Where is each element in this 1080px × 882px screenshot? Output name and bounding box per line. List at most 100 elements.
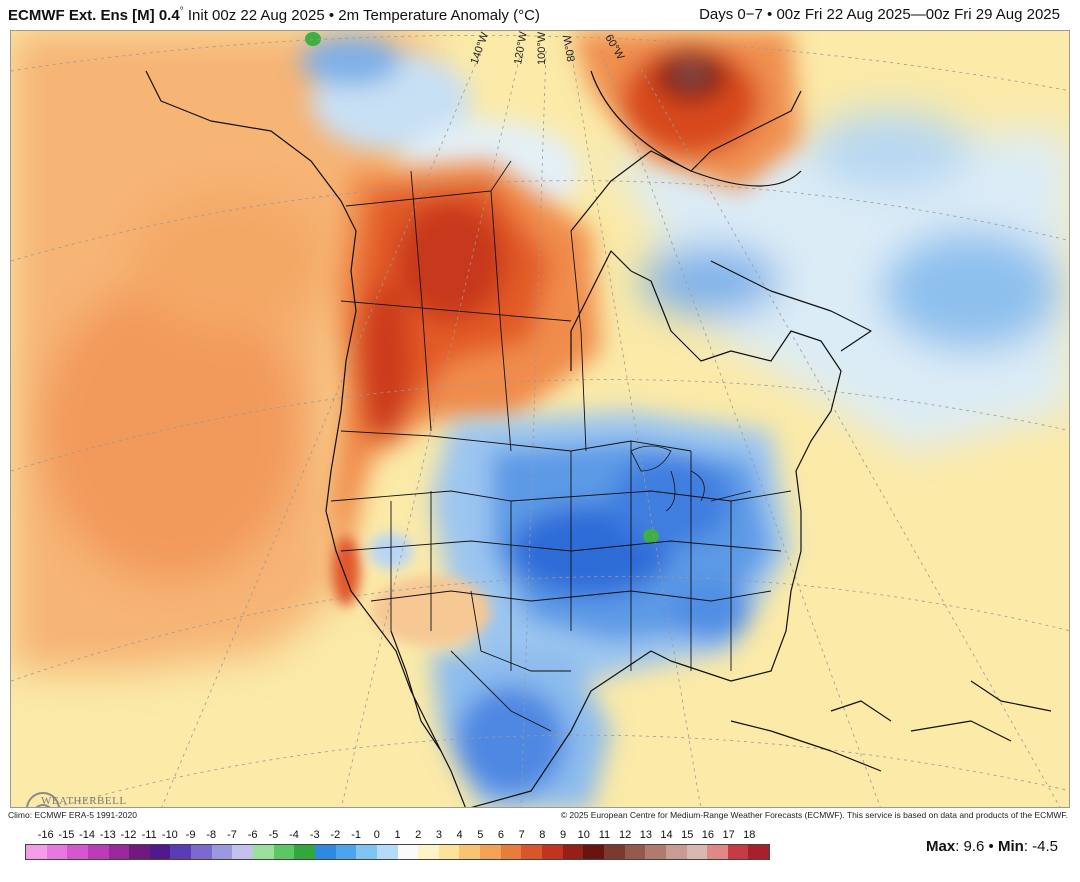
mexico-cool-anomaly bbox=[431, 651, 611, 807]
map-header: ECMWF Ext. Ens [M] 0.4° Init 00z 22 Aug … bbox=[0, 0, 1080, 30]
lon-label-80w: 80°W bbox=[561, 33, 578, 62]
scale-label: -6 bbox=[247, 829, 258, 841]
scale-label: 6 bbox=[497, 829, 505, 841]
scale-label: -10 bbox=[161, 829, 178, 841]
scale-swatch bbox=[748, 845, 770, 859]
scale-swatch bbox=[562, 845, 584, 859]
init-time: Init 00z 22 Aug 2025 bbox=[187, 7, 325, 24]
forecast-days: Days 0−7 bbox=[699, 6, 763, 23]
scale-swatch bbox=[583, 845, 604, 859]
scale-label: -8 bbox=[206, 829, 217, 841]
graticule bbox=[11, 35, 1069, 807]
scale-label: -15 bbox=[58, 829, 75, 841]
scale-label: -9 bbox=[185, 829, 196, 841]
atlantic-cool-field bbox=[611, 111, 1069, 451]
scale-swatch bbox=[707, 845, 728, 859]
model-name: ECMWF Ext. Ens [M] bbox=[8, 7, 155, 24]
scale-swatch bbox=[232, 845, 254, 859]
scale-label: 7 bbox=[518, 829, 525, 841]
scale-swatch bbox=[273, 845, 295, 859]
scale-label: 8 bbox=[539, 829, 546, 841]
greenland-warm-anomaly bbox=[571, 31, 801, 191]
weatherbell-logo-mark bbox=[26, 792, 60, 807]
scale-label: 16 bbox=[701, 829, 715, 841]
lon-label-120w: 120°W bbox=[512, 31, 530, 66]
scale-label: 3 bbox=[435, 829, 442, 841]
scale-swatch bbox=[356, 845, 377, 859]
scale-label: -1 bbox=[351, 829, 361, 841]
scale-swatch bbox=[376, 845, 398, 859]
scale-swatch bbox=[459, 845, 481, 859]
anomaly-map: 140°W 120°W 100°W 80°W 60°W WEATHERBELL bbox=[10, 30, 1070, 808]
min-value: : -4.5 bbox=[1023, 838, 1058, 855]
color-scale: -16 -15 -14 -13 -12 -11 -10 -9 -8 -7 -6 -5 -4 -3 -2 -1 0… bbox=[22, 829, 772, 863]
scale-swatch bbox=[438, 845, 460, 859]
model-resolution: 0.4 bbox=[158, 7, 180, 24]
lon-label-100w: 100°W bbox=[536, 31, 548, 65]
weatherbell-logo-text: WEATHERBELL bbox=[41, 795, 127, 807]
alaska-cold-spot bbox=[305, 32, 321, 46]
scale-label: 18 bbox=[743, 829, 756, 841]
scale-label: 0 bbox=[373, 829, 380, 841]
great-lakes bbox=[630, 445, 752, 512]
scale-swatch bbox=[624, 845, 646, 859]
max-label: Max bbox=[926, 838, 956, 855]
scale-label: 10 bbox=[577, 829, 590, 841]
scale-swatch bbox=[418, 845, 439, 859]
scale-label: 9 bbox=[559, 829, 567, 841]
scale-label: 4 bbox=[456, 829, 463, 841]
scale-swatch bbox=[727, 845, 749, 859]
scale-label: -16 bbox=[37, 829, 54, 841]
scale-swatch bbox=[397, 845, 419, 859]
map-title: ECMWF Ext. Ens [M] 0.4° Init 00z 22 Aug … bbox=[8, 6, 540, 24]
scale-label: 2 bbox=[415, 829, 422, 841]
scale-label: 11 bbox=[598, 829, 611, 841]
scale-label: 13 bbox=[639, 829, 652, 841]
valid-period: Days 0−7 • 00z Fri 22 Aug 2025—00z Fri 2… bbox=[699, 6, 1060, 23]
scale-label: -12 bbox=[120, 829, 137, 841]
scale-swatch bbox=[645, 845, 666, 859]
scale-label: -7 bbox=[227, 829, 237, 841]
map-canvas: 140°W 120°W 100°W 80°W 60°W bbox=[11, 31, 1069, 807]
scale-labels: -16 -15 -14 -13 -12 -11 -10 -9 -8 -7 -6 -5 -4 -3 -2 -1 0… bbox=[22, 829, 772, 843]
scale-swatch bbox=[108, 845, 130, 859]
tennessee-cold-spot bbox=[643, 529, 659, 543]
scale-swatch bbox=[253, 845, 274, 859]
scale-swatch bbox=[665, 845, 687, 859]
scale-label: 1 bbox=[394, 829, 401, 841]
field-stats: Max: 9.6 • Min: -4.5 bbox=[926, 838, 1058, 855]
scale-swatch bbox=[294, 845, 315, 859]
scale-label: 14 bbox=[660, 829, 673, 841]
copyright-note: © 2025 European Centre for Medium-Range … bbox=[560, 810, 1068, 820]
scale-swatch bbox=[603, 845, 625, 859]
scale-label: 15 bbox=[681, 829, 694, 841]
scale-label: -5 bbox=[268, 829, 279, 841]
scale-label: -11 bbox=[141, 829, 157, 841]
resolution-unit: ° bbox=[179, 6, 184, 17]
scale-swatch bbox=[67, 845, 88, 859]
variable-name: 2m Temperature Anomaly (°C) bbox=[338, 7, 540, 24]
scale-label: 5 bbox=[477, 829, 484, 841]
min-label: Min bbox=[997, 838, 1024, 855]
scale-swatch bbox=[314, 845, 336, 859]
coastlines bbox=[145, 70, 1052, 807]
scale-swatch bbox=[46, 845, 68, 859]
scale-label: -14 bbox=[79, 829, 96, 841]
scale-swatch bbox=[26, 845, 47, 859]
valid-range: 00z Fri 22 Aug 2025—00z Fri 29 Aug 2025 bbox=[776, 6, 1060, 23]
climo-note: Climo: ECMWF ERA-5 1991-2020 bbox=[8, 810, 137, 820]
political-boundaries bbox=[330, 160, 792, 732]
scale-swatch bbox=[542, 845, 563, 859]
stats-separator: • bbox=[988, 838, 994, 855]
scale-swatch bbox=[191, 845, 212, 859]
scale-swatch bbox=[500, 845, 522, 859]
scale-swatch bbox=[211, 845, 233, 859]
scale-swatch bbox=[149, 845, 171, 859]
scale-label: -4 bbox=[289, 829, 299, 841]
scale-swatch bbox=[87, 845, 109, 859]
scale-label: -13 bbox=[99, 829, 116, 841]
scale-swatch bbox=[170, 845, 192, 859]
scale-swatch bbox=[129, 845, 150, 859]
scale-label: 17 bbox=[722, 829, 735, 841]
scale-label: 12 bbox=[619, 829, 632, 841]
